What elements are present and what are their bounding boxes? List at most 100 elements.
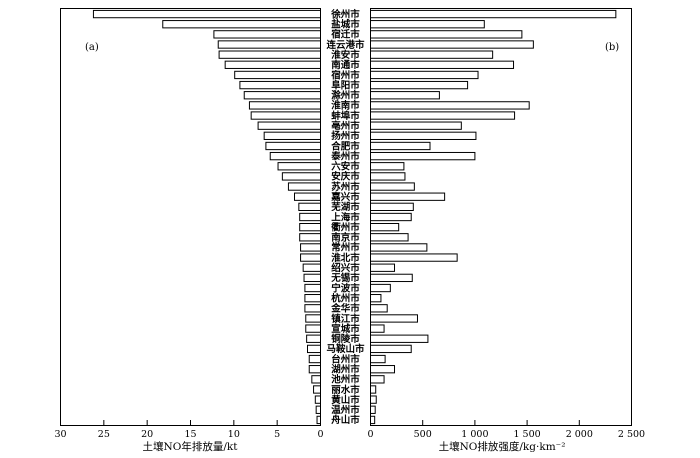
bars-b [370, 9, 617, 425]
bar-b [370, 182, 415, 191]
bar-a [224, 60, 322, 69]
city-label: 湖州市 [331, 363, 360, 375]
city-label: 池州市 [331, 374, 360, 386]
bar-a [303, 273, 321, 283]
bar-a [248, 101, 321, 110]
panel-a-label: (a) [85, 42, 99, 53]
bar-b [370, 20, 485, 29]
city-label: 阜阳市 [331, 79, 360, 91]
city-label: 芜湖市 [331, 201, 360, 213]
bar-a [313, 385, 322, 394]
city-label: 嘉兴市 [330, 191, 360, 203]
city-label: 盐城市 [331, 19, 360, 31]
bar-b [370, 80, 469, 90]
bar-a [308, 354, 322, 364]
panel-b-label: (b) [605, 42, 619, 53]
bar-b [370, 121, 462, 130]
bar-a [315, 405, 321, 414]
bar-b [370, 162, 405, 171]
bar-b [370, 344, 412, 354]
bar-a [217, 40, 322, 49]
bar-a [263, 131, 321, 140]
city-label: 金华市 [330, 303, 360, 315]
bar-a [277, 162, 321, 171]
city-label: 泰州市 [330, 150, 360, 162]
bar-b [370, 415, 376, 425]
bar-b [370, 192, 446, 201]
bar-b [370, 243, 428, 252]
city-label: 绍兴市 [331, 262, 360, 274]
tick-label-a: 30 [54, 429, 66, 440]
city-label: 亳州市 [331, 120, 360, 132]
bar-b [370, 385, 377, 394]
city-label: 宿迁市 [331, 29, 360, 41]
city-label: 舟山市 [331, 414, 360, 426]
bar-a [257, 121, 322, 130]
bar-a [239, 80, 321, 90]
bar-b [370, 222, 400, 232]
city-label: 台州市 [331, 353, 360, 365]
bar-b [370, 9, 617, 19]
city-label: 宁波市 [331, 282, 360, 294]
bar-a [265, 141, 321, 151]
city-labels: 徐州市盐城市宿迁市连云港市淮安市南通市宿州市阜阳市滁州市淮南市蚌埠市亳州市扬州市… [326, 8, 365, 426]
bar-a [299, 212, 322, 222]
bar-b [370, 233, 409, 242]
x-axis-label-a: 土壤NO年排放量/kt [143, 440, 239, 453]
city-label: 马鞍山市 [326, 343, 365, 355]
x-axis-label-b: 土壤NO排放强度/kg·km⁻² [439, 440, 566, 453]
city-label: 杭州市 [331, 292, 360, 304]
bar-b [370, 405, 376, 414]
city-label: 徐州市 [330, 8, 360, 20]
city-label: 温州市 [331, 404, 360, 416]
bar-b [370, 314, 418, 323]
bar-b [370, 253, 458, 262]
bar-a [300, 243, 322, 252]
tick-label-a: 20 [141, 429, 153, 440]
bar-b [370, 111, 516, 120]
city-label: 淮北市 [331, 252, 360, 264]
bar-b [370, 365, 396, 374]
bar-a [250, 111, 322, 120]
bar-a [311, 375, 322, 384]
bar-b [370, 212, 412, 222]
city-label: 南通市 [331, 59, 360, 71]
bar-b [370, 273, 413, 283]
bar-b [370, 324, 385, 333]
bar-a [305, 314, 321, 323]
bar-b [370, 60, 515, 69]
bar-b [370, 375, 385, 384]
city-label: 丽水市 [331, 384, 360, 396]
city-label: 蚌埠市 [331, 110, 360, 122]
city-label: 镇江市 [331, 313, 360, 325]
bar-b [370, 334, 429, 343]
bar-a [269, 151, 322, 161]
bar-b [370, 151, 476, 161]
bars-a [92, 9, 322, 425]
bar-a [299, 233, 322, 242]
bar-b [370, 202, 414, 212]
bar-b [370, 131, 477, 140]
bar-a [305, 324, 321, 333]
bar-b [370, 141, 431, 151]
tick-label-a: 0 [317, 429, 323, 440]
bar-b [370, 294, 382, 303]
ticks-b: 0 500 1 000 1 500 2 000 2 500 [367, 420, 645, 440]
bar-a [162, 20, 321, 29]
city-label: 连云港市 [326, 39, 365, 51]
city-label: 淮安市 [331, 49, 360, 61]
city-label: 滁州市 [331, 90, 360, 102]
bar-b [370, 101, 530, 110]
bar-a [306, 334, 321, 343]
tick-label-b: 1 500 [513, 429, 540, 440]
city-label: 宿州市 [331, 69, 360, 81]
bar-b [370, 172, 406, 181]
city-label: 扬州市 [331, 130, 360, 142]
bar-a [304, 304, 321, 313]
bar-a [243, 91, 322, 100]
city-label: 南京市 [331, 232, 360, 244]
bar-a [294, 192, 321, 201]
bar-a [92, 9, 321, 19]
bar-a [298, 202, 322, 212]
bar-b [370, 30, 523, 39]
